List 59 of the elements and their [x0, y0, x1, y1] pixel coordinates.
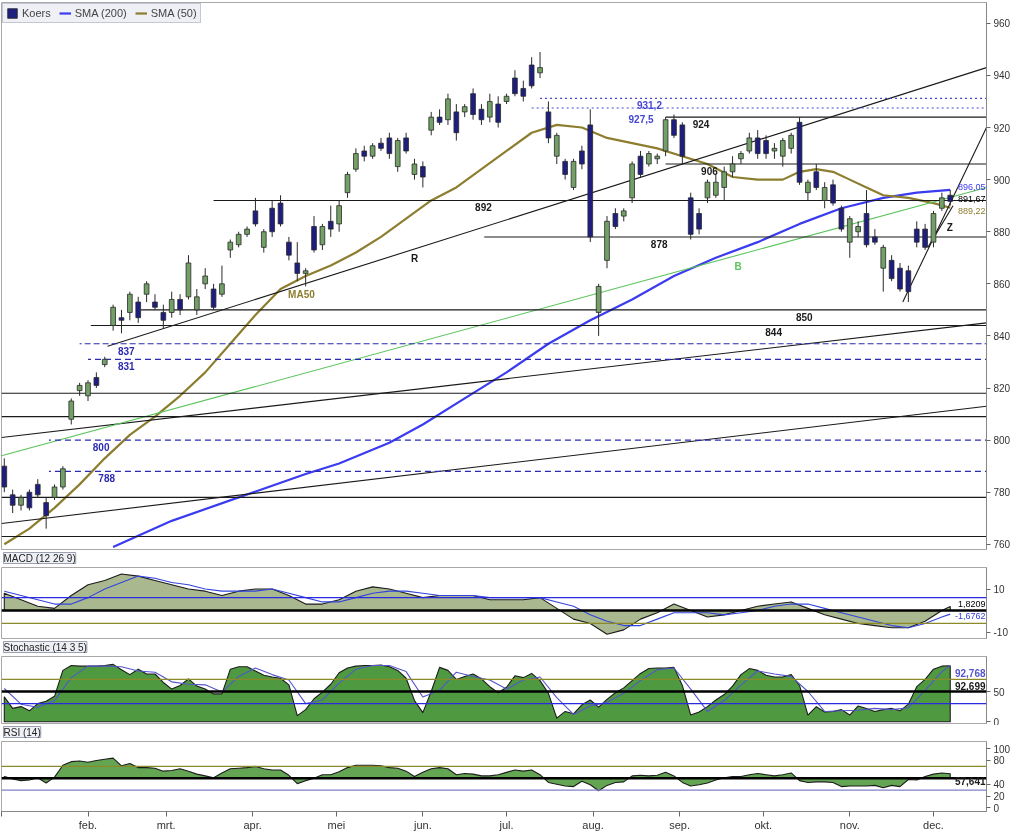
x-tick-label: mei	[327, 818, 346, 831]
annotation: 831	[117, 361, 136, 373]
y-tick-label: 50	[993, 686, 1006, 698]
annotation: MA50	[288, 289, 316, 301]
y-tick-label: 800	[993, 435, 1011, 447]
y-tick-label: 40	[993, 779, 1006, 791]
y-tick-label: 0	[993, 802, 1000, 814]
annotation: 924	[692, 119, 710, 131]
x-tick-label: sep.	[669, 818, 690, 831]
annotation: 892	[475, 202, 493, 214]
annotation: 906	[701, 166, 719, 177]
y-tick-label: 100	[993, 743, 1011, 755]
legend-label: SMA (50)	[150, 7, 197, 19]
chart-title: Stochastic (14 3 5)	[3, 641, 87, 653]
x-tick-label: nov.	[839, 818, 860, 831]
y-tick-label: 840	[993, 330, 1011, 342]
annotation: 92,699	[954, 681, 986, 693]
x-tick-label: feb.	[78, 818, 98, 831]
y-tick-label: 880	[993, 226, 1011, 238]
x-tick-label: aug.	[582, 818, 604, 831]
y-tick-label: 10	[993, 584, 1006, 596]
y-tick-label: 960	[993, 18, 1011, 30]
x-tick-label: dec.	[923, 818, 944, 831]
y-tick-label: 0	[993, 716, 1000, 728]
y-tick-label: 760	[993, 539, 1011, 551]
annotation: 878	[650, 238, 668, 250]
annotation: Z	[946, 221, 953, 233]
x-tick-label: mrt.	[156, 818, 176, 831]
annotation: 800	[92, 442, 110, 454]
y-tick-label: 920	[993, 122, 1011, 134]
annotation: 844	[765, 327, 783, 339]
y-tick-label: 80	[993, 755, 1006, 767]
annotation: 92,768	[954, 667, 986, 679]
data-label: 889,22	[957, 205, 986, 216]
y-tick-label: 820	[993, 383, 1011, 394]
annotation: 850	[795, 311, 814, 323]
legend-label: Koers	[22, 7, 51, 19]
annotation: B	[734, 260, 742, 272]
annotation: 931,2	[636, 100, 663, 112]
data-label: 896,05	[957, 182, 986, 193]
chart-title: RSI (14)	[3, 726, 41, 738]
y-tick-label: 900	[993, 174, 1011, 186]
annotation: 788	[98, 473, 116, 485]
annotation: 927,5	[628, 113, 655, 125]
y-tick-label: -10	[993, 627, 1009, 639]
data-label: 1,8209	[957, 598, 986, 609]
x-tick-label: jun.	[412, 818, 432, 831]
y-tick-label: 860	[993, 278, 1011, 290]
annotation: R	[410, 252, 419, 264]
y-tick-label: 940	[993, 70, 1011, 82]
x-tick-label: okt.	[754, 818, 773, 831]
data-label: -1,6762	[954, 611, 986, 622]
annotation: 837	[117, 345, 136, 357]
x-tick-label: apr.	[243, 818, 262, 831]
y-tick-label: 780	[993, 487, 1011, 499]
x-tick-label: jul.	[498, 818, 514, 831]
legend-label: SMA (200)	[74, 7, 127, 19]
chart-title: MACD (12 26 9)	[3, 552, 76, 564]
y-tick-label: 20	[993, 791, 1006, 803]
